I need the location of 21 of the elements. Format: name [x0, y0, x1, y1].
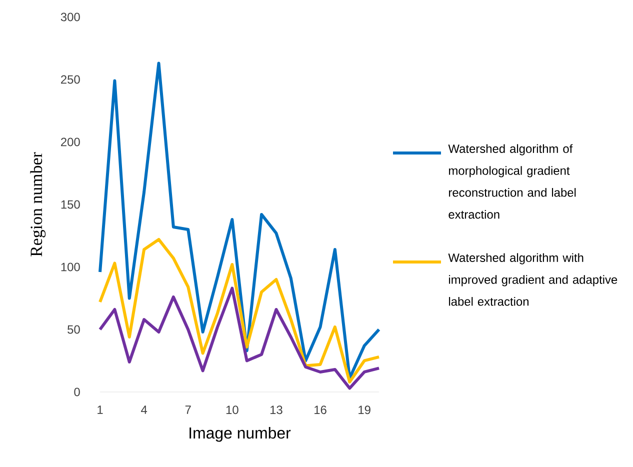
x-tick-label: 10 — [226, 406, 238, 414]
x-tick-label: 4 — [141, 406, 148, 414]
y-tick-label: 250 — [61, 75, 80, 84]
x-tick-label: 16 — [314, 406, 326, 414]
line-series — [98, 238, 381, 384]
legend-label: Watershed algorithm with improved gradient and adaptive label extraction — [448, 253, 618, 306]
y-tick-label: 150 — [61, 200, 80, 209]
y-tick-label: 200 — [61, 138, 80, 146]
line-series — [98, 62, 381, 380]
x-axis-title: Image number — [190, 426, 291, 442]
y-axis-title: Region number — [30, 152, 46, 256]
legend-label: Watershed algorithm of morphological gradient reconstruction and label extraction — [448, 144, 576, 219]
y-tick-label: 0 — [74, 388, 80, 396]
x-tick-label: 7 — [185, 406, 191, 414]
x-tick-label: 13 — [270, 406, 282, 414]
y-tick-label: 100 — [61, 262, 80, 272]
x-tick-label: 1 — [98, 406, 103, 414]
y-tick-label: 300 — [60, 12, 80, 22]
y-tick-label: 50 — [68, 325, 80, 334]
x-tick-label: 19 — [358, 406, 370, 414]
line-series — [98, 286, 381, 390]
